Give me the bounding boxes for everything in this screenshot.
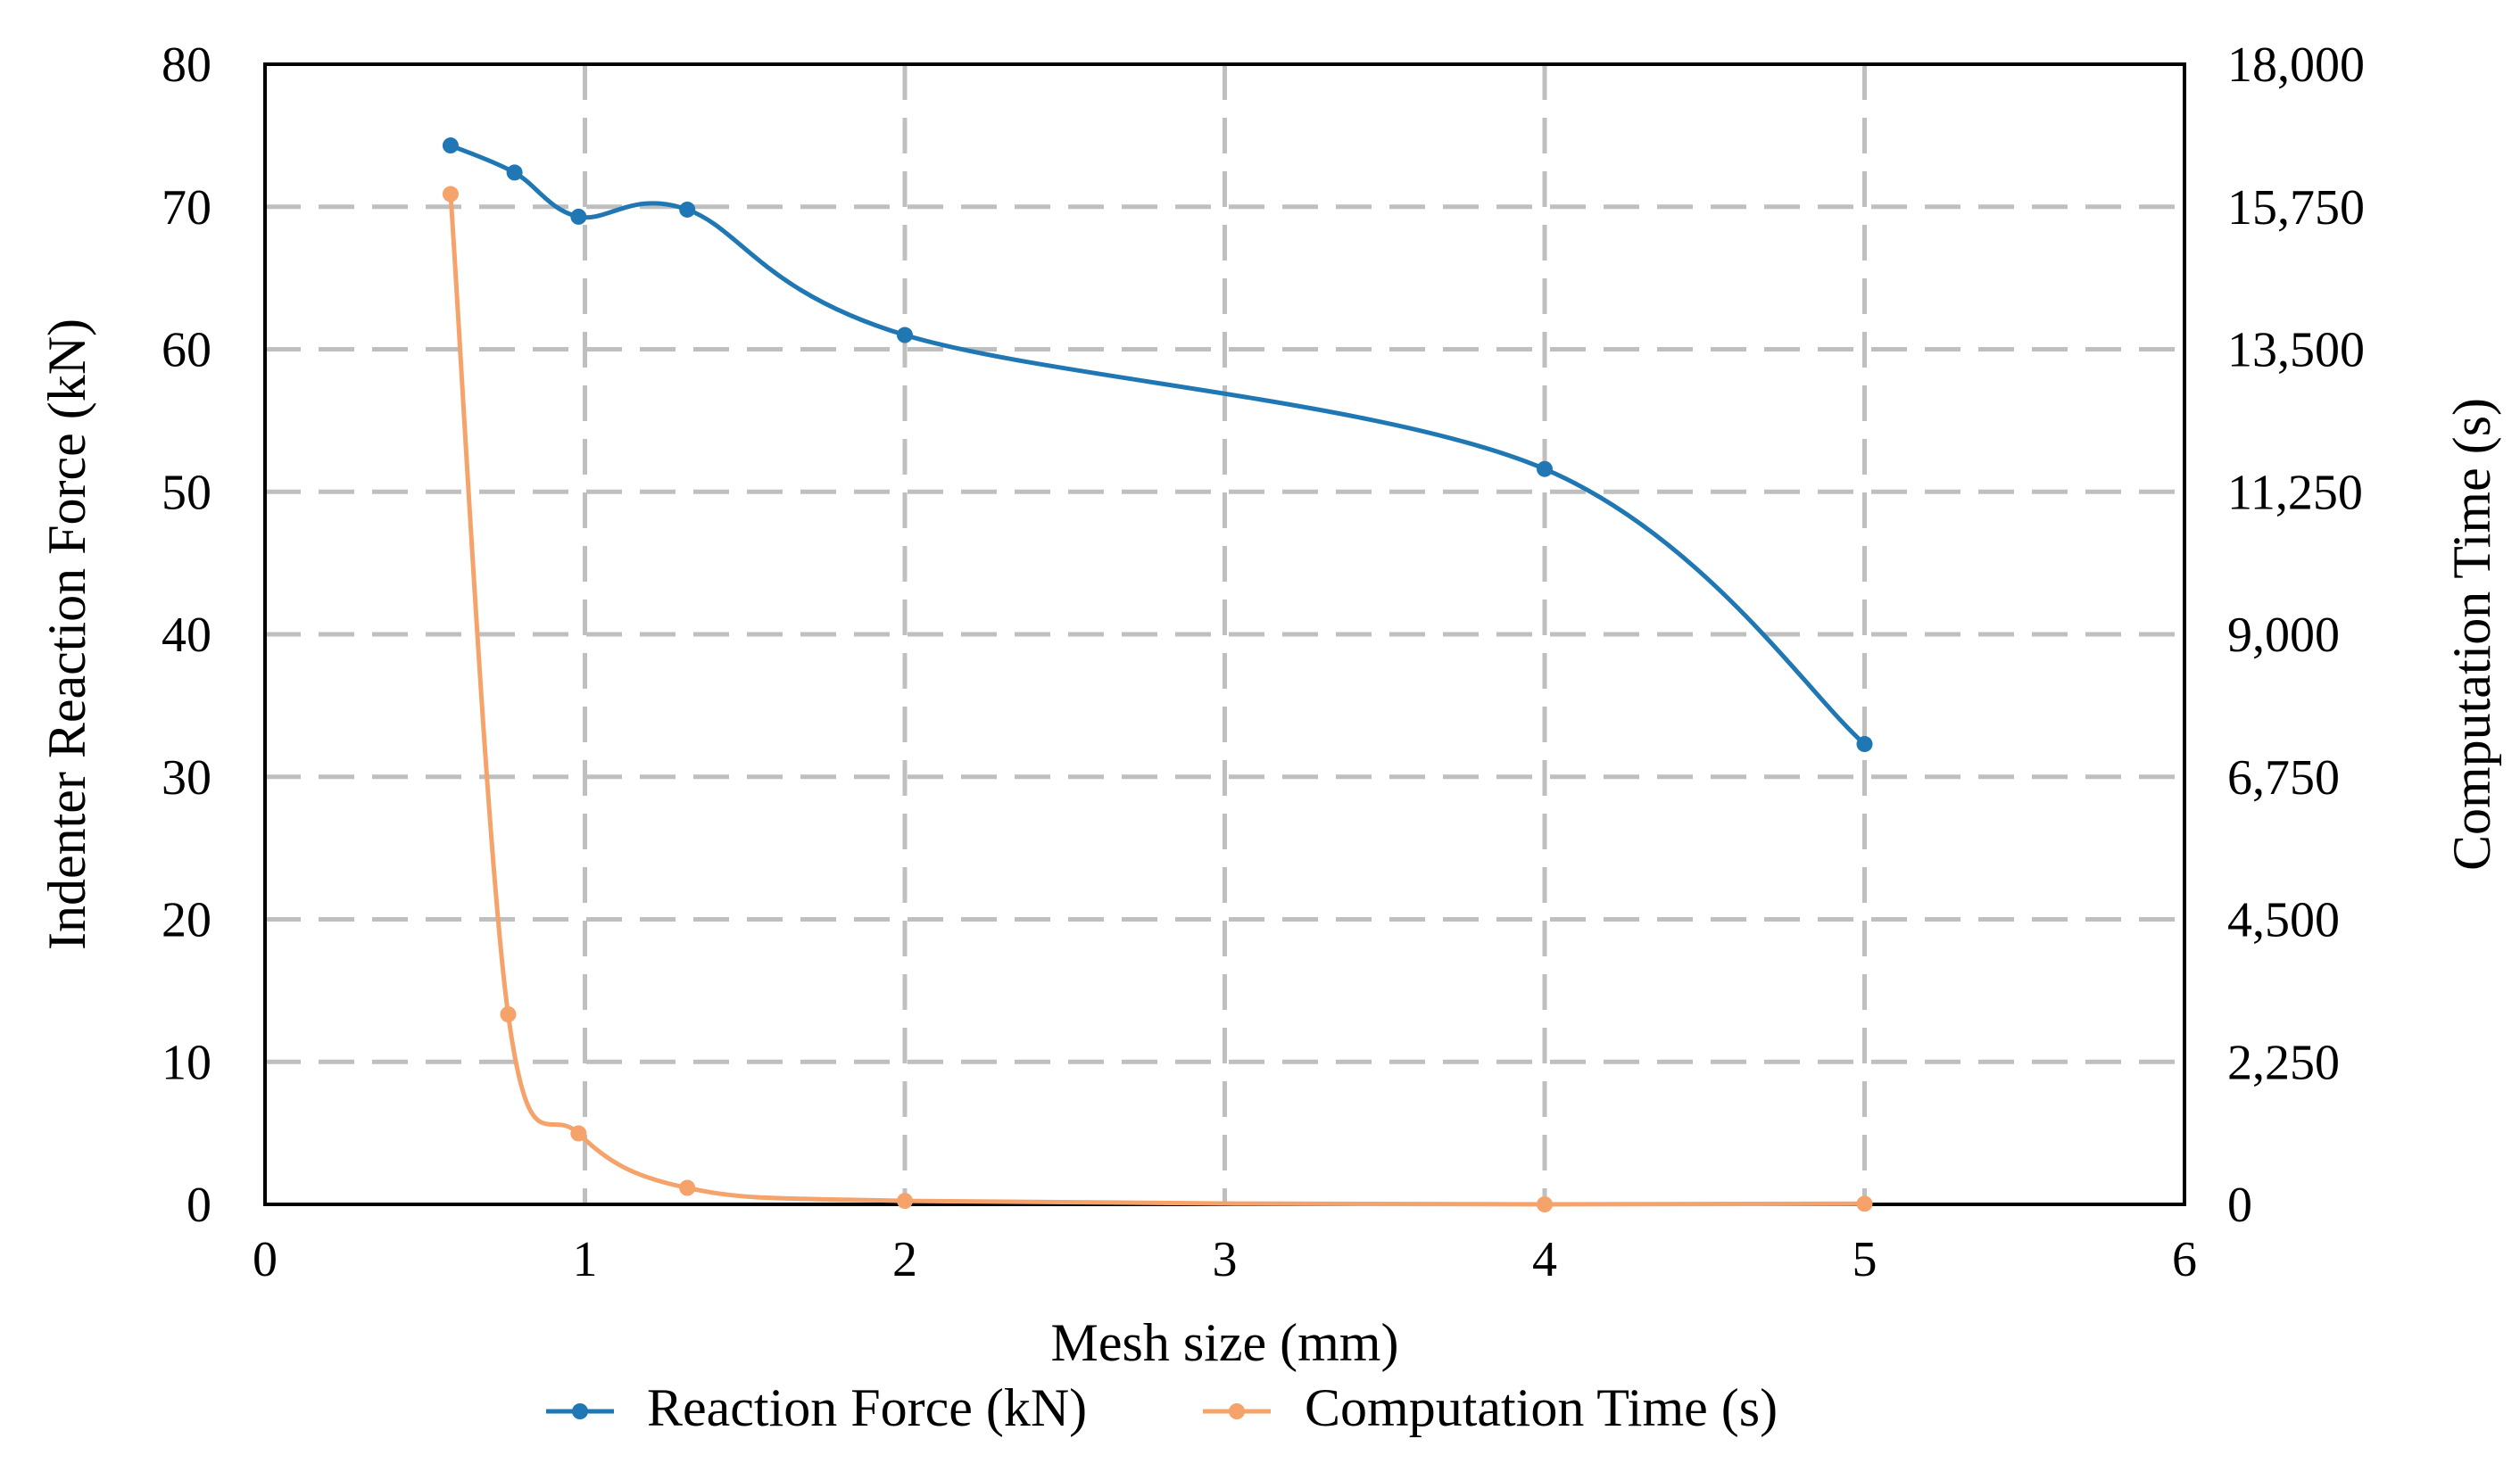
data-point-reaction-force	[506, 164, 523, 181]
x-axis-title: Mesh size (mm)	[1051, 1313, 1399, 1372]
data-point-computation-time	[1537, 1196, 1553, 1212]
data-point-computation-time	[679, 1179, 696, 1196]
y-tick-label: 50	[162, 465, 211, 520]
x-tick-label: 3	[1213, 1232, 1238, 1287]
data-point-reaction-force	[897, 327, 913, 343]
y2-tick-label: 9,000	[2227, 608, 2340, 663]
y2-tick-label: 4,500	[2227, 893, 2340, 948]
y-tick-label: 40	[162, 608, 211, 663]
data-point-reaction-force	[442, 137, 459, 154]
data-point-computation-time	[500, 1006, 517, 1022]
data-point-reaction-force	[1856, 736, 1873, 753]
y-tick-label: 60	[162, 323, 211, 378]
y2-tick-label: 18,000	[2227, 37, 2365, 93]
grid-lines	[265, 64, 2184, 1204]
x-tick-label: 0	[253, 1232, 278, 1287]
legend-marker-reaction-force	[572, 1403, 588, 1419]
x-tick-label: 6	[2172, 1232, 2197, 1287]
data-point-reaction-force	[570, 208, 587, 225]
y2-tick-label: 6,750	[2227, 750, 2340, 806]
y-tick-label: 70	[162, 180, 211, 236]
data-point-reaction-force	[679, 201, 696, 218]
legend: Reaction Force (kN) Computation Time (s)	[546, 1378, 1778, 1437]
data-point-computation-time	[442, 186, 459, 203]
y2-tick-label: 11,250	[2227, 465, 2363, 520]
series-line-computation-time	[448, 192, 1867, 1207]
y2-tick-label: 15,750	[2227, 180, 2365, 236]
legend-marker-computation-time	[1229, 1403, 1245, 1419]
x-tick-label: 1	[573, 1232, 598, 1287]
x-tick-label: 2	[892, 1232, 917, 1287]
y2-tick-label: 0	[2227, 1178, 2252, 1233]
x-tick-label: 4	[1532, 1232, 1557, 1287]
y-tick-label: 10	[162, 1035, 211, 1090]
series-layer	[442, 137, 1873, 1212]
data-point-reaction-force	[1537, 460, 1553, 477]
legend-label-reaction-force: Reaction Force (kN)	[647, 1378, 1087, 1437]
data-point-computation-time	[570, 1125, 587, 1142]
y-axis-title: Indenter Reaction Force (kN)	[37, 318, 96, 950]
y2-tick-label: 2,250	[2227, 1035, 2340, 1090]
y-tick-label: 80	[162, 37, 211, 93]
y2-axis-title: Computation Time (s)	[2442, 398, 2501, 871]
tick-labels: 0102030405060708002,2504,5006,7509,00011…	[162, 37, 2365, 1287]
series-line-reaction-force	[448, 143, 1867, 747]
y-tick-label: 0	[187, 1178, 211, 1233]
data-point-computation-time	[897, 1193, 913, 1210]
y-tick-label: 20	[162, 893, 211, 948]
y-tick-label: 30	[162, 750, 211, 806]
data-point-computation-time	[1856, 1195, 1873, 1212]
x-tick-label: 5	[1853, 1232, 1878, 1287]
y2-tick-label: 13,500	[2227, 323, 2365, 378]
legend-label-computation-time: Computation Time (s)	[1305, 1378, 1778, 1437]
